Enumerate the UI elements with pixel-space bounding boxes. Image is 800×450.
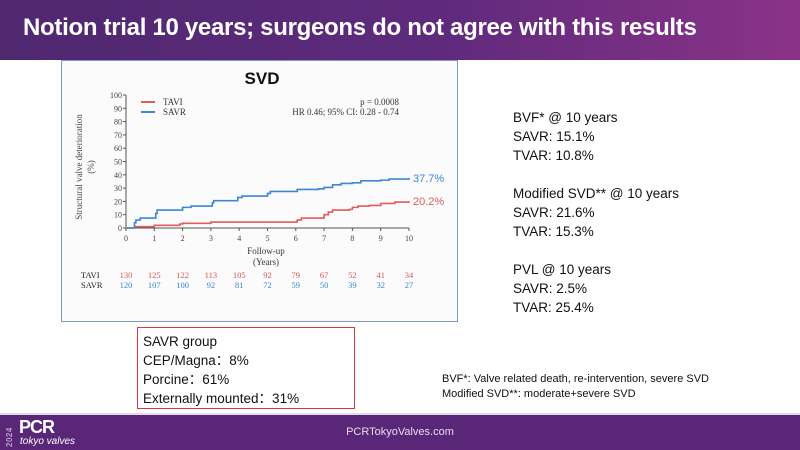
at-risk-value: 100 <box>176 280 189 290</box>
km-chart: SVD Structural valve deterioration (%) 0… <box>74 69 444 290</box>
outcome-stats: BVF* @ 10 years SAVR: 15.1% TVAR: 10.8% … <box>513 108 679 336</box>
y-axis-title: Structural valve deterioration <box>74 114 84 220</box>
slide-title: Notion trial 10 years; surgeons do not a… <box>23 14 697 41</box>
y-tick-label: 0 <box>118 224 122 233</box>
stat-line: SAVR: 21.6% <box>513 205 595 220</box>
at-risk-value: 27 <box>405 280 414 290</box>
axes: 0 10 20 30 40 50 60 70 80 90 100 0 1 2 3 4 5 6 7 8 9 10 <box>110 91 413 243</box>
x-tick-label: 7 <box>322 234 326 243</box>
savr-box-line: CEP/Magna：8% <box>143 353 249 368</box>
series-line-tavi <box>126 201 410 229</box>
y-axis-label: Structural valve deterioration (%) <box>74 114 96 220</box>
y-tick-label: 70 <box>114 131 122 140</box>
at-risk-value: 81 <box>235 280 244 290</box>
y-tick-label: 40 <box>114 171 122 180</box>
series-layer: 20.2% 37.7% <box>126 173 444 229</box>
y-tick-label: 60 <box>114 144 122 153</box>
chart-title: SVD <box>245 69 280 88</box>
x-tick-label: 0 <box>124 234 128 243</box>
x-tick-label: 9 <box>379 234 383 243</box>
x-tick-label: 4 <box>237 234 241 243</box>
at-risk-row-label: SAVR <box>81 280 103 290</box>
at-risk-value: 52 <box>348 270 357 280</box>
footnote-bvf: BVF*: Valve related death, re-interventi… <box>442 373 709 385</box>
at-risk-value: 120 <box>120 280 133 290</box>
p-value-annotation: p = 0.0008 <box>360 97 399 107</box>
series-line-savr <box>126 177 410 229</box>
footnote-modified-svd: Modified SVD**: moderate+severe SVD <box>442 388 636 400</box>
x-tick-label: 1 <box>152 234 156 243</box>
x-axis-title: Follow-up <box>247 246 285 256</box>
at-risk-value: 41 <box>376 270 385 280</box>
chart-panel: SVD Structural valve deterioration (%) 0… <box>61 60 458 322</box>
savr-box-line: Externally mounted：31% <box>143 391 300 406</box>
at-risk-value: 105 <box>233 270 246 280</box>
y-axis-unit: (%) <box>86 160 96 174</box>
stat-line: SAVR: 2.5% <box>513 281 588 296</box>
y-tick-label: 20 <box>114 197 122 206</box>
at-risk-value: 107 <box>148 280 161 290</box>
at-risk-value: 59 <box>292 280 301 290</box>
stat-line: TVAR: 15.3% <box>513 224 594 239</box>
x-tick-label: 10 <box>405 234 413 243</box>
savr-box-line: Porcine：61% <box>143 372 230 387</box>
at-risk-value: 92 <box>207 280 216 290</box>
y-tick-label: 30 <box>114 184 122 193</box>
at-risk-value: 67 <box>320 270 329 280</box>
footer-url[interactable]: PCRTokyoValves.com <box>346 426 454 438</box>
at-risk-value: 39 <box>348 280 357 290</box>
y-tick-label: 10 <box>114 211 122 220</box>
footnotes: BVF*: Valve related death, re-interventi… <box>442 372 709 402</box>
at-risk-value: 113 <box>205 270 217 280</box>
savr-box-heading: SAVR group <box>143 334 218 349</box>
stat-heading: PVL @ 10 years <box>513 262 612 277</box>
legend-label-tavi: TAVI <box>163 97 183 107</box>
hr-annotation: HR 0.46; 95% CI: 0.28 - 0.74 <box>292 107 399 117</box>
x-tick-label: 2 <box>181 234 185 243</box>
x-tick-label: 8 <box>350 234 354 243</box>
stat-heading: BVF* @ 10 years <box>513 110 618 125</box>
stat-group-modified-svd: Modified SVD** @ 10 years SAVR: 21.6% TV… <box>513 184 679 241</box>
stat-group-pvl: PVL @ 10 years SAVR: 2.5% TVAR: 25.4% <box>513 260 679 317</box>
stat-heading: Modified SVD** @ 10 years <box>513 186 680 201</box>
y-tick-label: 80 <box>114 118 122 127</box>
stat-group-bvf: BVF* @ 10 years SAVR: 15.1% TVAR: 10.8% <box>513 108 679 165</box>
x-tick-label: 6 <box>294 234 298 243</box>
at-risk-table: TAVI 130 125 122 113 105 92 79 67 52 41 34 SAVR 120 10… <box>81 270 414 290</box>
y-tick-label: 90 <box>114 104 122 113</box>
end-label-savr: 37.7% <box>413 173 444 185</box>
at-risk-value: 122 <box>176 270 189 280</box>
savr-group-box: SAVR group CEP/Magna：8% Porcine：61% Exte… <box>137 327 355 409</box>
end-label-tavi: 20.2% <box>413 196 444 208</box>
y-tick-label: 100 <box>110 91 122 100</box>
pcr-logo-subtitle: tokyo valves <box>20 436 76 447</box>
x-tick-label: 3 <box>209 234 213 243</box>
at-risk-row-label: TAVI <box>81 270 100 280</box>
at-risk-value: 72 <box>263 280 272 290</box>
stat-line: TVAR: 25.4% <box>513 300 594 315</box>
at-risk-value: 32 <box>376 280 385 290</box>
legend: TAVI SAVR <box>141 97 186 117</box>
x-tick-label: 5 <box>266 234 270 243</box>
stat-line: SAVR: 15.1% <box>513 129 595 144</box>
stat-line: TVAR: 10.8% <box>513 148 594 163</box>
at-risk-value: 125 <box>148 270 161 280</box>
at-risk-value: 130 <box>120 270 133 280</box>
slide-header: Notion trial 10 years; surgeons do not a… <box>0 0 800 60</box>
at-risk-value: 79 <box>292 270 301 280</box>
at-risk-value: 50 <box>320 280 329 290</box>
slide-footer: 2024 PCR tokyo valves PCRTokyoValves.com <box>0 413 800 450</box>
at-risk-value: 34 <box>405 270 414 280</box>
at-risk-value: 92 <box>263 270 272 280</box>
y-tick-label: 50 <box>114 158 122 167</box>
x-axis-unit: (Years) <box>253 257 279 267</box>
pcr-logo: PCR <box>19 417 55 437</box>
legend-label-savr: SAVR <box>163 107 186 117</box>
